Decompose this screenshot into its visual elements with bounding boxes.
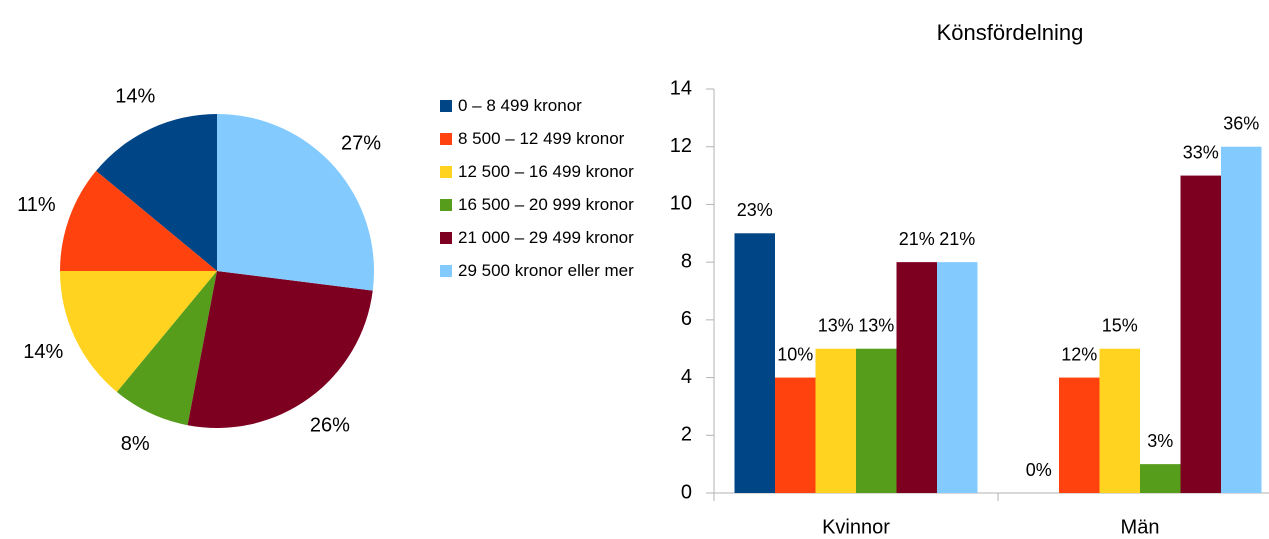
data-label: 0% <box>1026 460 1052 480</box>
pie-slice <box>116 271 217 426</box>
bar <box>1140 464 1181 493</box>
legend: 0 – 8 499 kronor 8 500 – 12 499 kronor 12 … <box>440 94 645 292</box>
bar <box>1099 348 1140 493</box>
legend-label: 0 – 8 499 kronor <box>458 96 582 115</box>
legend-swatch <box>440 133 452 145</box>
data-label: 10% <box>777 344 813 364</box>
legend-item: 21 000 – 29 499 kronor <box>440 226 643 250</box>
data-label: 26% <box>310 415 350 437</box>
data-label: 8% <box>121 433 150 455</box>
x-tick-label: Män <box>1121 516 1160 538</box>
legend-swatch <box>440 265 452 277</box>
legend-swatch <box>440 199 452 211</box>
data-label: 21% <box>899 229 935 249</box>
pie-slice <box>60 271 217 392</box>
y-tick-label: 6 <box>681 308 692 330</box>
data-label: 11% <box>17 194 56 216</box>
legend-item: 29 500 kronor eller mer <box>440 259 643 283</box>
data-label: 15% <box>1102 315 1138 335</box>
bar <box>815 348 856 493</box>
bar <box>1221 146 1262 493</box>
bar <box>734 233 775 494</box>
data-label: 36% <box>1223 113 1259 133</box>
data-label: 27% <box>341 132 381 154</box>
data-label: 3% <box>1147 431 1173 451</box>
y-tick-label: 14 <box>670 77 692 99</box>
y-tick-label: 10 <box>670 193 692 215</box>
legend-item: 12 500 – 16 499 kronor <box>440 160 643 184</box>
data-label: 13% <box>818 315 854 335</box>
legend-item: 8 500 – 12 499 kronor <box>440 127 643 151</box>
pie-slice <box>217 113 374 291</box>
y-tick-label: 2 <box>681 424 692 446</box>
data-label: 33% <box>1183 142 1219 162</box>
chart-title: Könsfördelning <box>937 20 1084 45</box>
legend-label: 21 000 – 29 499 kronor <box>458 228 634 247</box>
pie-slice <box>96 114 217 271</box>
pie-slice <box>60 170 217 271</box>
y-tick-label: 0 <box>681 481 692 503</box>
data-label: 14% <box>23 341 63 363</box>
data-label: 14% <box>115 86 155 108</box>
legend-swatch <box>440 166 452 178</box>
bar <box>896 262 937 493</box>
data-label: 13% <box>858 315 894 335</box>
y-tick-label: 12 <box>670 135 692 157</box>
legend-swatch <box>440 232 452 244</box>
legend-swatch <box>440 100 452 112</box>
bar <box>1059 377 1100 493</box>
legend-item: 16 500 – 20 999 kronor <box>440 193 643 217</box>
bar <box>856 348 897 493</box>
data-label: 21% <box>939 229 975 249</box>
pie-slice <box>187 271 373 428</box>
data-label: 23% <box>737 200 773 220</box>
legend-label: 29 500 kronor eller mer <box>458 261 634 280</box>
y-tick-label: 4 <box>681 366 692 388</box>
y-tick-label: 8 <box>681 250 692 272</box>
data-label: 12% <box>1061 344 1097 364</box>
bar <box>775 377 816 493</box>
legend-item: 0 – 8 499 kronor <box>440 94 643 118</box>
legend-label: 16 500 – 20 999 kronor <box>458 195 634 214</box>
legend-label: 8 500 – 12 499 kronor <box>458 129 625 148</box>
bar <box>937 262 978 493</box>
bar <box>1180 175 1221 494</box>
legend-label: 12 500 – 16 499 kronor <box>458 162 634 181</box>
x-tick-label: Kvinnor <box>822 516 890 538</box>
